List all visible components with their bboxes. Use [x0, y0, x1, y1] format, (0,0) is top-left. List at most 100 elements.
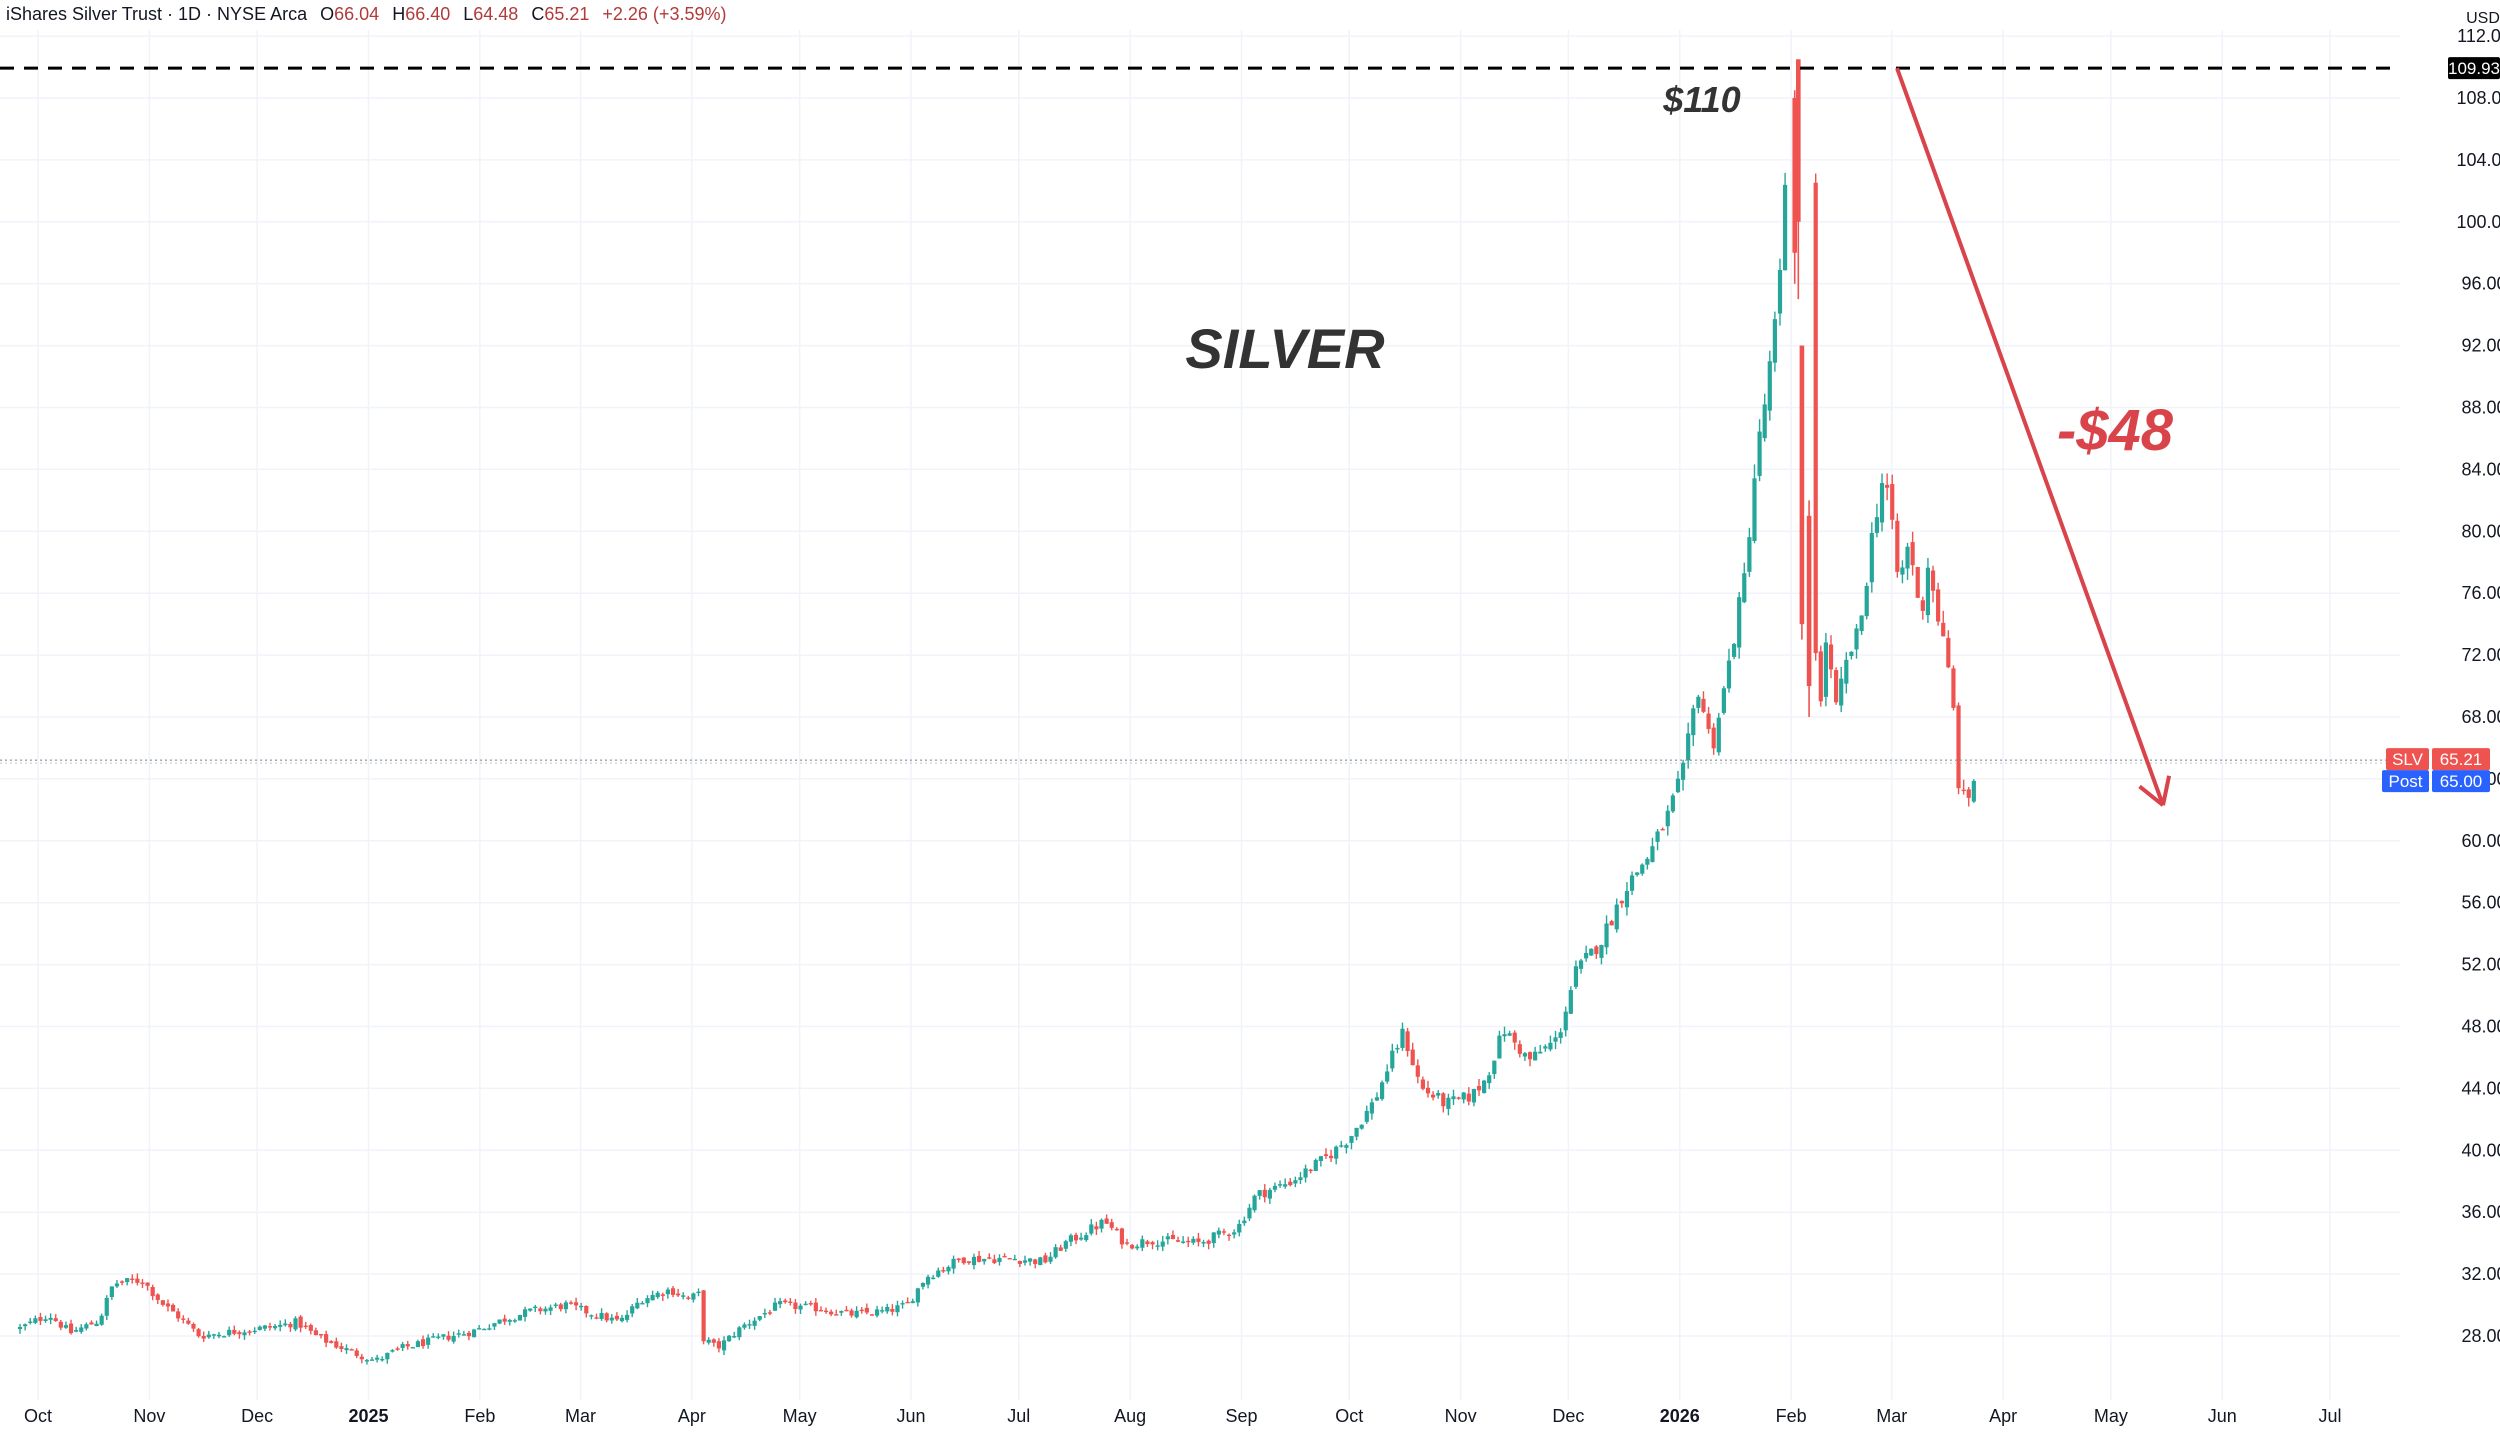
candle-body: [803, 1303, 808, 1306]
candle-body: [778, 1301, 783, 1305]
grid-lines: [0, 30, 2400, 1400]
candle-body: [1864, 585, 1869, 617]
candle-body: [1119, 1228, 1125, 1245]
candle-body: [176, 1311, 181, 1319]
candle-body: [528, 1308, 533, 1311]
post-name-label: Post: [2382, 770, 2429, 793]
drop-arrow[interactable]: [1895, 67, 2165, 806]
candle-body: [303, 1325, 308, 1328]
x-tick-label: Oct: [1335, 1406, 1363, 1426]
candle-body: [1849, 651, 1854, 656]
candle-body: [1165, 1236, 1170, 1240]
candle-body: [1196, 1238, 1201, 1242]
candle-body: [1226, 1234, 1232, 1237]
candle-body: [1058, 1247, 1063, 1251]
candle-body: [864, 1307, 869, 1313]
x-tick-label: 2026: [1660, 1406, 1700, 1426]
candle-body: [660, 1294, 665, 1296]
candle-body: [150, 1286, 155, 1297]
candle-body: [1844, 659, 1849, 684]
candle-body: [1160, 1241, 1165, 1247]
candle-body: [1680, 762, 1686, 780]
candle-body: [1456, 1097, 1461, 1099]
chart-header: iShares Silver Trust · 1D · NYSE Arca O6…: [6, 4, 726, 25]
candle-body: [915, 1288, 920, 1303]
candle-body: [196, 1329, 201, 1337]
y-tick-label: 56.00: [2461, 893, 2500, 913]
candle-body: [135, 1278, 140, 1283]
post-price-label: 65.00: [2432, 770, 2490, 793]
candle-body: [1834, 670, 1839, 703]
candle-body: [1869, 533, 1874, 583]
candle-body: [1604, 923, 1609, 948]
candle-body: [681, 1295, 686, 1297]
candle-body: [645, 1298, 650, 1304]
candle-body: [308, 1325, 313, 1331]
candle-body: [1303, 1168, 1308, 1178]
candle-body: [670, 1288, 676, 1295]
candle-body: [808, 1303, 813, 1305]
candle-body: [38, 1317, 43, 1321]
candle-body: [1313, 1160, 1318, 1171]
y-tick-label: 32.00: [2461, 1264, 2500, 1284]
candle-body: [844, 1309, 849, 1312]
candle-body: [849, 1310, 854, 1316]
candle-body: [1813, 182, 1818, 654]
x-tick-label: Oct: [24, 1406, 52, 1426]
candle-body: [456, 1333, 461, 1335]
candle-body: [1017, 1261, 1022, 1264]
candle-body: [1859, 615, 1864, 632]
candle-body: [267, 1326, 273, 1328]
candle-body: [885, 1306, 890, 1312]
candle-body: [211, 1334, 216, 1336]
candle-body: [1568, 990, 1573, 1014]
candle-body: [1777, 269, 1783, 314]
silver-annotation: SILVER: [1185, 317, 1385, 380]
candle-body: [772, 1302, 778, 1311]
candle-body: [1150, 1242, 1155, 1245]
price-axis[interactable]: 28.00 32.00 36.00 40.00 44.00 48.00 52.00 56.00…: [2382, 26, 2500, 1346]
candle-body: [1936, 589, 1941, 622]
candle-body: [1022, 1260, 1028, 1263]
candle-body: [89, 1322, 94, 1325]
candle-body: [584, 1305, 589, 1314]
candle-body: [1731, 643, 1737, 657]
candle-body: [1589, 948, 1594, 956]
svg-text:109.93: 109.93: [2448, 59, 2500, 78]
candle-body: [1594, 946, 1599, 955]
candle-body: [716, 1341, 722, 1349]
candle-body: [992, 1259, 997, 1264]
candle-body: [1201, 1242, 1206, 1244]
candle-body: [1538, 1051, 1543, 1054]
candle-body: [1211, 1232, 1216, 1244]
candle-body: [1675, 778, 1681, 793]
y-tick-label: 104.00: [2456, 150, 2500, 170]
candle-body: [1650, 846, 1655, 863]
candle-body: [538, 1308, 543, 1312]
candle-body: [1002, 1256, 1007, 1258]
x-tick-label: Jul: [2318, 1406, 2341, 1426]
time-axis[interactable]: Oct Nov Dec 2025 Feb Mar Apr May Jun Jul Aug Sep Oct…: [24, 1406, 2342, 1426]
candle-body: [216, 1334, 222, 1337]
candle-body: [1512, 1032, 1517, 1043]
candle-body: [905, 1301, 910, 1304]
candle-body: [951, 1258, 956, 1269]
candle-body: [737, 1327, 742, 1338]
y-tick-label: 96.00: [2461, 274, 2500, 294]
candle-body: [1298, 1177, 1303, 1181]
candle-body: [160, 1300, 165, 1305]
candle-body: [1721, 688, 1726, 713]
x-tick-label: Jul: [1007, 1406, 1030, 1426]
candle-body: [298, 1316, 303, 1328]
candle-body: [181, 1318, 186, 1320]
candle-body: [1216, 1230, 1221, 1235]
candle-body: [1925, 567, 1931, 616]
y-tick-label: 36.00: [2461, 1202, 2500, 1222]
candle-body: [380, 1358, 385, 1361]
candle-body: [961, 1257, 966, 1264]
candle-body: [1747, 537, 1752, 572]
candle-body: [252, 1330, 257, 1333]
candle-body: [1635, 872, 1640, 875]
candle-body: [976, 1255, 982, 1262]
